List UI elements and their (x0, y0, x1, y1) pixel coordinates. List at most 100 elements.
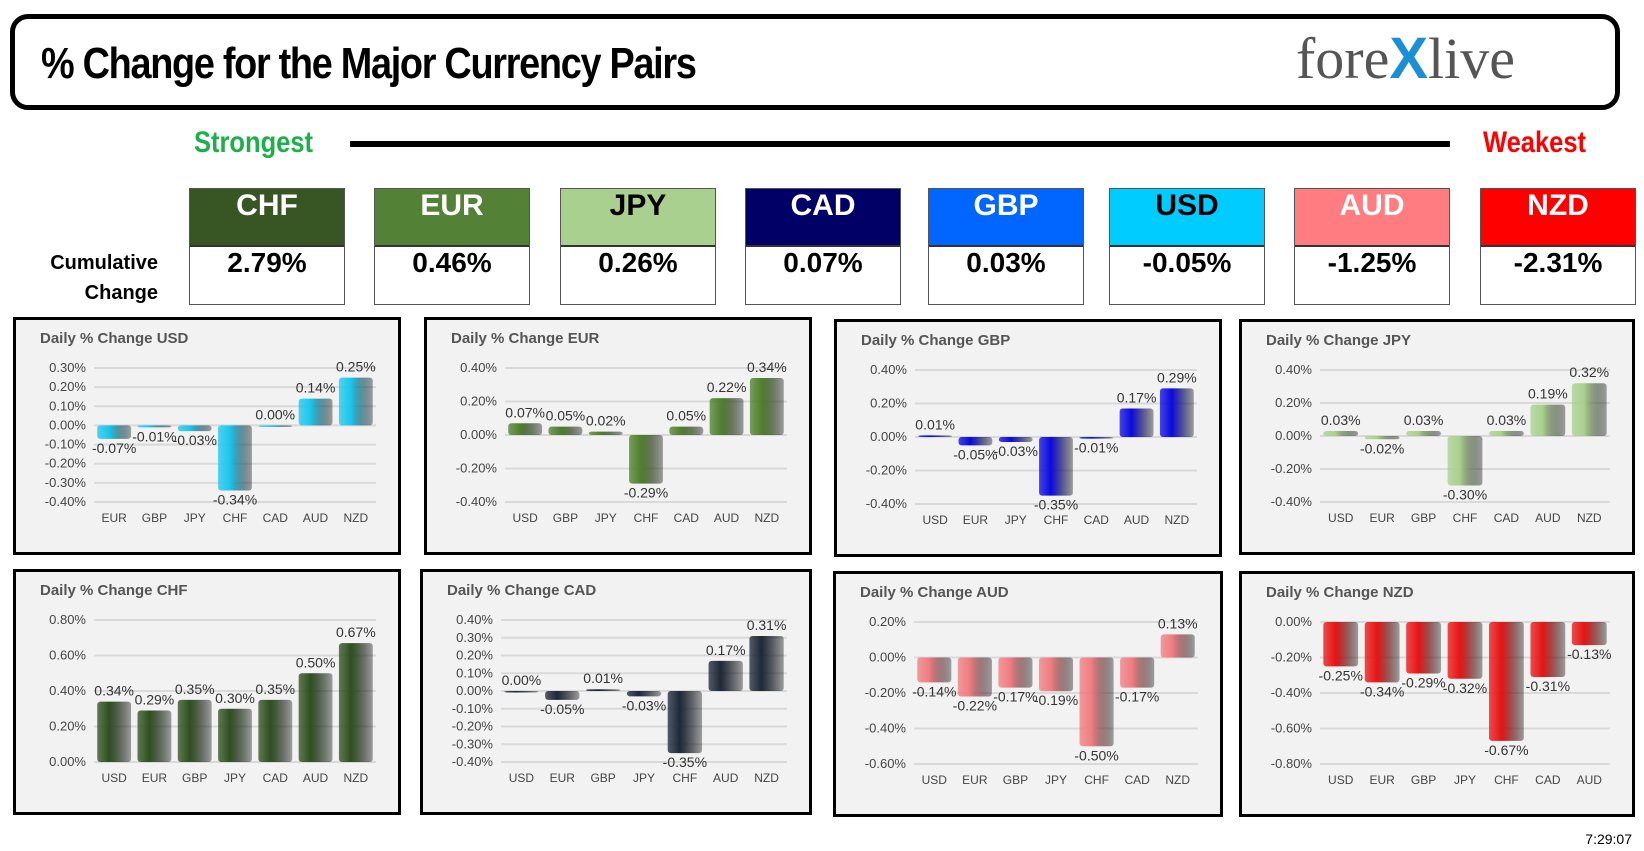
data-label: -0.05% (953, 446, 997, 462)
x-tick-label: EUR (1369, 511, 1395, 525)
data-label: -0.05% (540, 701, 584, 717)
currency-name: NZD (1481, 189, 1635, 247)
y-tick-label: 0.10% (49, 398, 86, 413)
data-label: 0.34% (94, 683, 134, 699)
cumulative-value: -0.05% (1142, 247, 1232, 278)
data-label: -0.35% (663, 754, 707, 770)
x-tick-label: GBP (1411, 773, 1436, 787)
data-label: -0.29% (624, 485, 668, 501)
x-tick-label: NZD (344, 511, 369, 525)
cumulative-value: 2.79% (227, 247, 307, 278)
x-tick-label: GBP (553, 511, 578, 525)
data-label: 0.00% (255, 406, 295, 422)
y-tick-label: 0.00% (1275, 428, 1312, 443)
bar (1160, 634, 1195, 658)
y-tick-label: 0.20% (456, 648, 493, 663)
bar (1489, 431, 1524, 436)
x-tick-label: JPY (1454, 773, 1476, 787)
x-tick-label: EUR (550, 771, 576, 785)
currency-card-usd: USD -0.05% (1109, 188, 1265, 305)
data-label: 0.35% (255, 681, 295, 697)
y-tick-label: 0.20% (49, 719, 86, 734)
x-tick-label: USD (1328, 773, 1354, 787)
bar (1119, 408, 1154, 437)
data-label: -0.35% (1034, 497, 1078, 513)
data-label: -0.31% (1526, 678, 1570, 694)
y-tick-label: -0.60% (1271, 721, 1313, 736)
bar (585, 689, 621, 691)
bar (917, 657, 952, 683)
y-tick-label: -0.20% (45, 456, 87, 471)
data-label: -0.29% (1401, 674, 1445, 690)
currency-card-aud: AUD -1.25% (1294, 188, 1450, 305)
data-label: -0.34% (1360, 683, 1404, 699)
y-tick-label: -0.40% (45, 494, 87, 509)
currency-card-chf: CHF 2.79% (189, 188, 345, 305)
x-tick-label: JPY (184, 511, 206, 525)
bar (1323, 431, 1359, 436)
y-tick-label: -0.40% (456, 494, 498, 509)
y-tick-label: -0.20% (865, 685, 907, 700)
cumulative-value: 0.07% (783, 247, 863, 278)
bar (298, 398, 333, 426)
cumulative-label-line1: Cumulative (50, 252, 158, 274)
y-tick-label: -0.80% (1271, 756, 1313, 771)
bar (1038, 657, 1074, 692)
data-label: 0.05% (666, 408, 706, 424)
y-tick-label: 0.10% (456, 665, 493, 680)
bar (137, 425, 172, 428)
bar (958, 437, 993, 446)
x-tick-label: AUD (713, 771, 739, 785)
x-tick-label: JPY (1045, 773, 1067, 787)
bar (1447, 622, 1483, 679)
bar (918, 435, 953, 437)
x-tick-label: GBP (142, 511, 167, 525)
chart-svg: 0.30% 0.20% 0.10% 0.00% -0.10% -0.20% -0.30% -0… (45, 359, 376, 525)
chart-title: Daily % Change AUD (860, 584, 1009, 601)
chart-svg: 0.40% 0.20% 0.00% -0.20% -0.40% 0.03% USD -0.02… (1271, 362, 1610, 525)
x-tick-label: EUR (1369, 773, 1395, 787)
bar (545, 691, 580, 700)
y-tick-label: 0.80% (49, 612, 86, 627)
data-label: 0.17% (1117, 390, 1157, 406)
x-tick-label: GBP (1003, 773, 1028, 787)
bar (97, 701, 132, 762)
x-tick-label: USD (509, 771, 535, 785)
y-tick-label: -0.40% (1271, 494, 1313, 509)
chart-panel-chf: Daily % Change CHF 0.80% 0.60% 0.40% 0.20% 0.… (13, 569, 401, 815)
data-label: 0.01% (583, 670, 623, 686)
currency-name: EUR (375, 189, 529, 247)
bar (1571, 622, 1607, 646)
x-tick-label: AUD (714, 511, 740, 525)
x-tick-label: EUR (963, 513, 989, 527)
bar (218, 425, 252, 491)
y-tick-label: -0.10% (452, 701, 494, 716)
y-tick-label: -0.20% (1271, 650, 1313, 665)
y-tick-label: 0.20% (49, 379, 86, 394)
data-label: 0.29% (135, 692, 175, 708)
y-tick-label: -0.40% (865, 721, 907, 736)
x-tick-label: AUD (1535, 511, 1561, 525)
bar (1406, 431, 1441, 436)
data-label: -0.13% (1567, 646, 1611, 662)
chart-title: Daily % Change CAD (447, 582, 597, 599)
data-label: -0.03% (173, 432, 217, 448)
data-label: -0.22% (953, 698, 997, 714)
x-tick-label: CHF (1494, 773, 1519, 787)
data-label: -0.17% (1115, 689, 1159, 705)
y-tick-label: 0.30% (49, 360, 86, 375)
header-box: % Change for the Major Currency Pairs fo… (10, 14, 1620, 110)
x-tick-label: NZD (344, 771, 369, 785)
y-tick-label: 0.30% (456, 630, 493, 645)
data-label: 0.03% (1321, 412, 1361, 428)
x-tick-label: AUD (303, 771, 329, 785)
bar (998, 657, 1033, 688)
chart-title: Daily % Change CHF (40, 582, 188, 599)
chart-svg: 0.80% 0.60% 0.40% 0.20% 0.00% 0.34% USD 0.29% EU… (49, 612, 376, 785)
bar (137, 710, 172, 762)
y-tick-label: 0.40% (456, 612, 493, 627)
bar (588, 431, 623, 435)
data-label: 0.35% (175, 681, 215, 697)
bar (177, 699, 212, 762)
